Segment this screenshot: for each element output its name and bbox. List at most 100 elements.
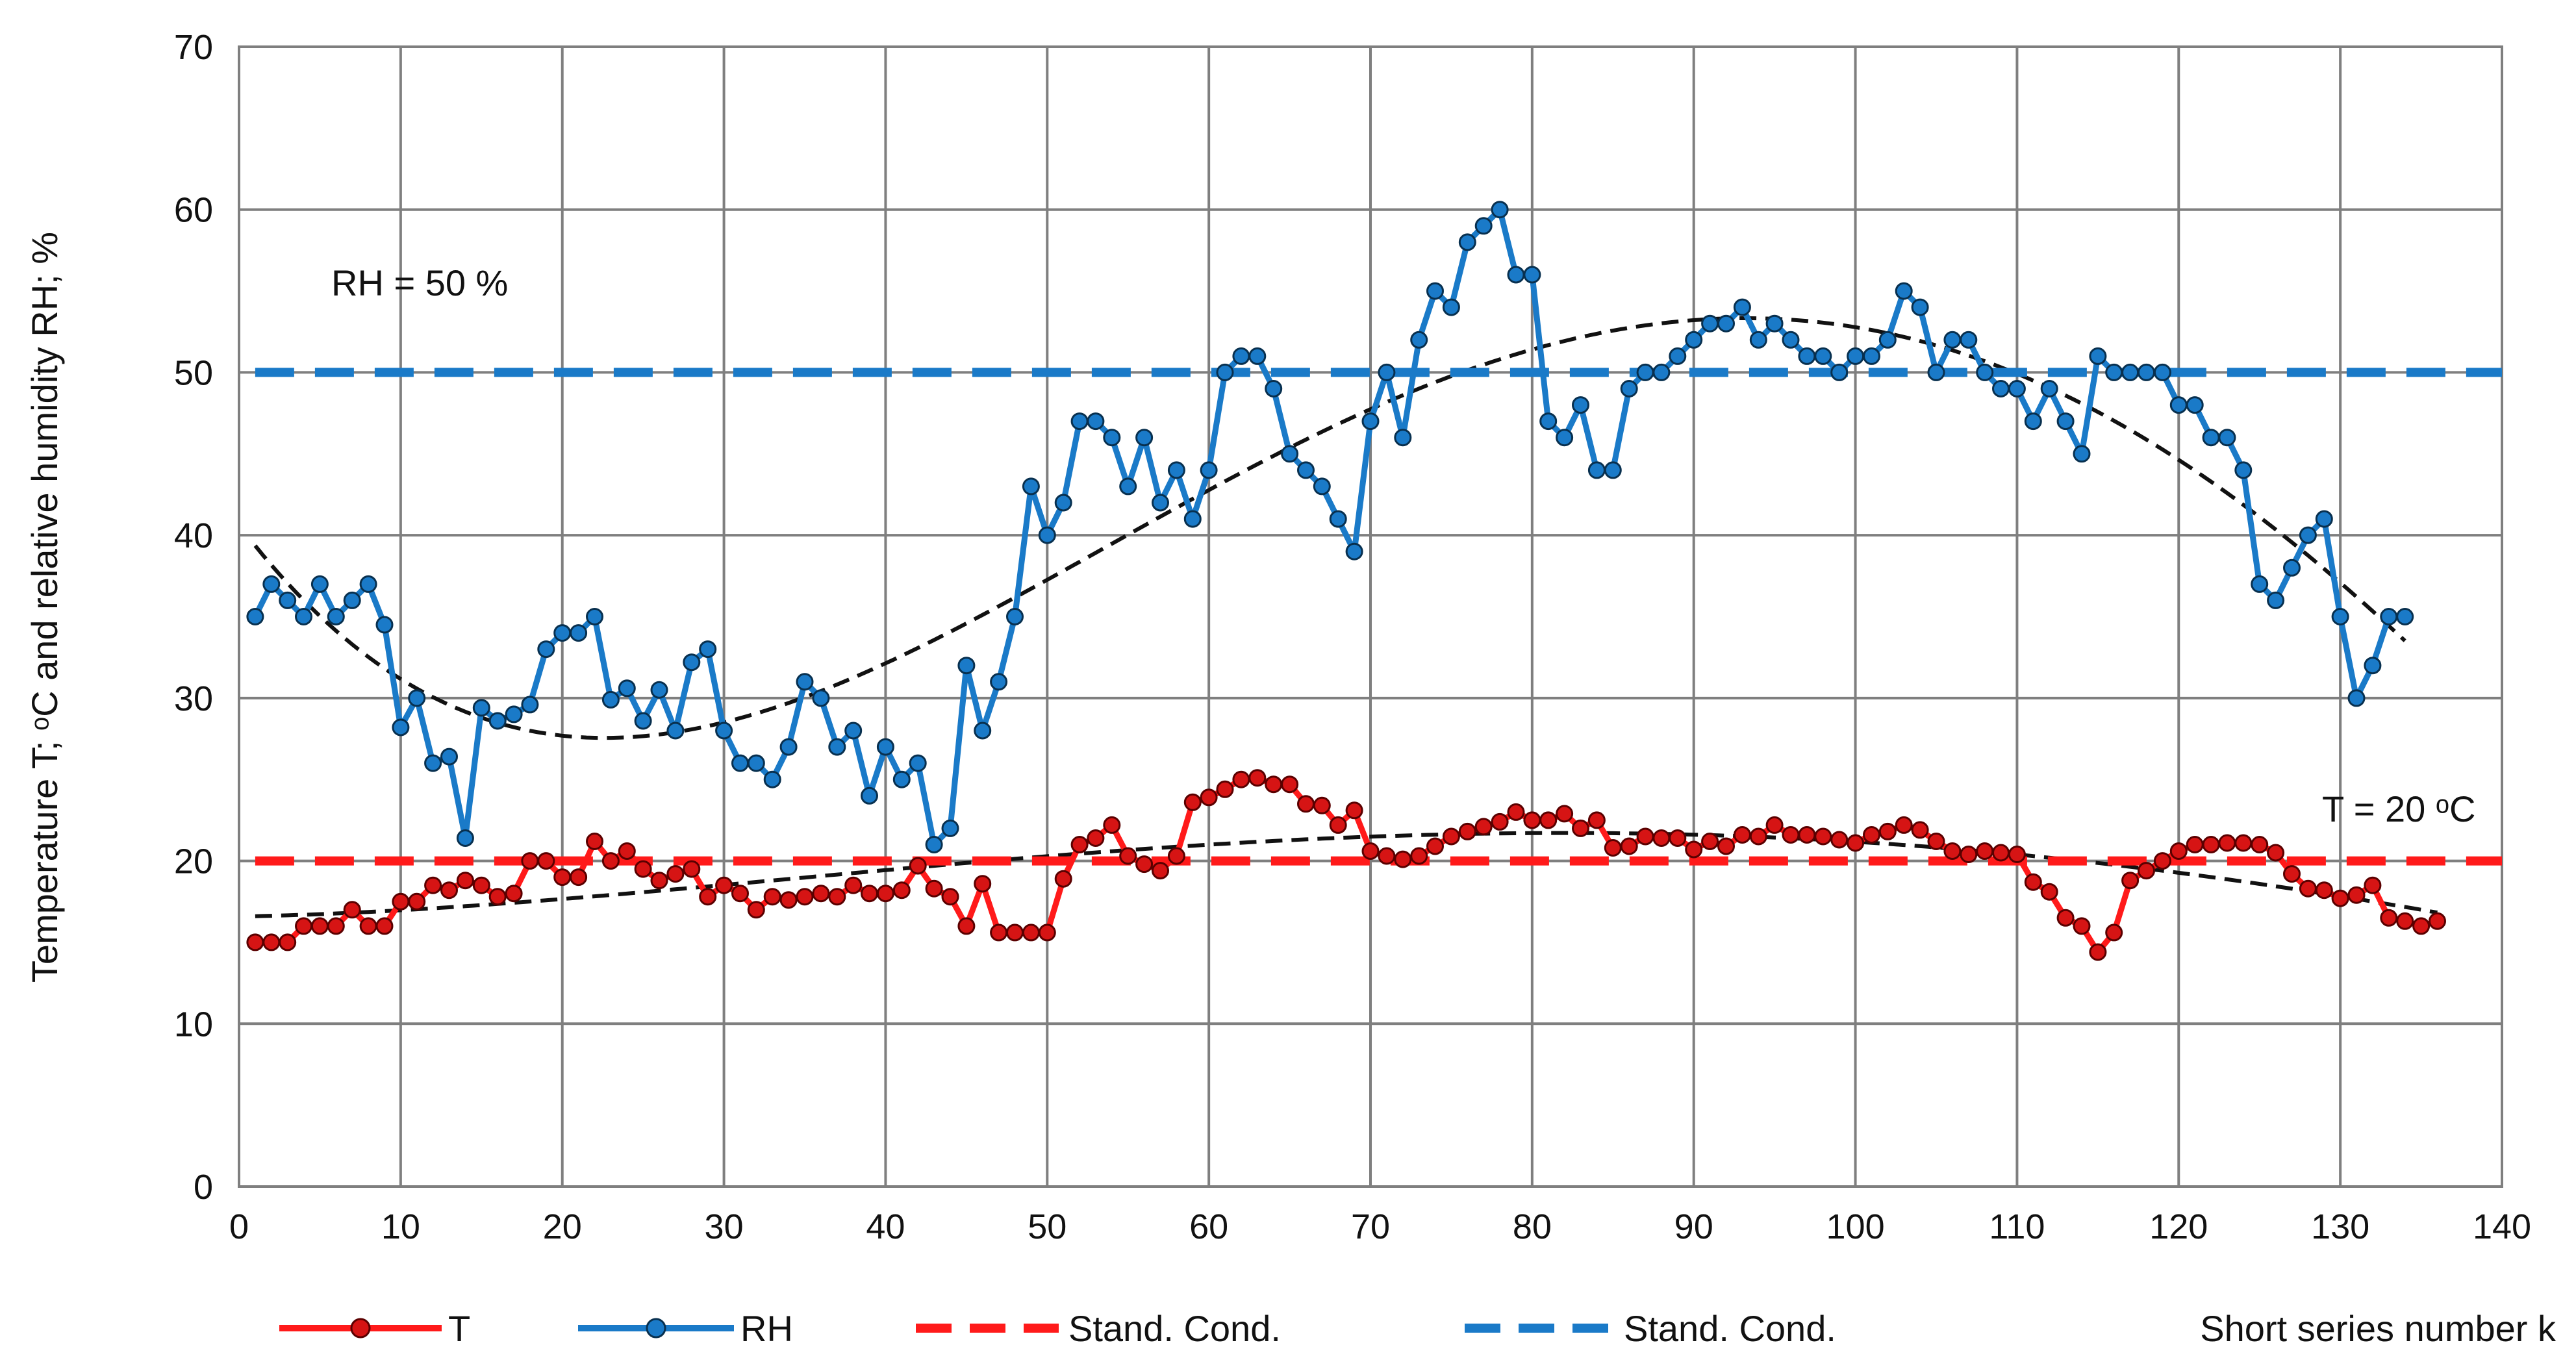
point-rh-105 [1927, 363, 1945, 381]
point-rh-31 [731, 754, 749, 772]
point-rh-106 [1943, 331, 1962, 349]
point-rh-86 [1620, 380, 1638, 397]
legend-item-standard-t: Stand. Cond. [916, 1308, 1281, 1349]
point-rh-124 [2234, 461, 2253, 479]
point-t-104 [1911, 821, 1929, 839]
point-t-114 [2073, 917, 2091, 935]
point-t-117 [2121, 872, 2140, 890]
point-rh-69 [1345, 542, 1363, 560]
point-rh-27 [666, 722, 685, 740]
point-t-54 [1103, 816, 1121, 834]
point-t-37 [828, 888, 846, 906]
x-tick-label-110: 110 [1989, 1207, 2045, 1246]
point-rh-100 [1847, 347, 1865, 365]
point-rh-48 [1006, 608, 1024, 625]
point-rh-43 [925, 836, 943, 853]
point-rh-37 [828, 738, 846, 756]
point-t-124 [2234, 834, 2253, 852]
point-t-7 [343, 901, 361, 919]
point-rh-60 [1200, 461, 1218, 479]
point-rh-54 [1103, 429, 1121, 447]
point-t-128 [2299, 879, 2317, 898]
point-t-43 [925, 879, 943, 898]
point-rh-14 [456, 829, 474, 847]
point-rh-122 [2202, 429, 2220, 447]
point-t-111 [2024, 873, 2042, 891]
point-rh-129 [2315, 510, 2333, 528]
point-t-131 [2347, 886, 2366, 904]
point-rh-33 [763, 770, 781, 788]
point-rh-57 [1152, 494, 1169, 512]
x-tick-label-60: 60 [1189, 1207, 1228, 1246]
point-t-83 [1572, 819, 1589, 837]
x-axis-title: Short series number k [2200, 1308, 2557, 1349]
point-rh-101 [1863, 347, 1880, 365]
point-rh-44 [941, 819, 959, 837]
point-t-112 [2040, 883, 2058, 901]
point-rh-79 [1507, 266, 1525, 284]
point-rh-88 [1652, 363, 1671, 381]
point-t-5 [310, 917, 329, 935]
point-t-97 [1798, 826, 1816, 844]
point-t-11 [408, 892, 426, 911]
point-rh-132 [2364, 657, 2382, 675]
point-t-45 [957, 917, 976, 935]
point-t-88 [1652, 829, 1671, 847]
point-t-102 [1878, 822, 1897, 840]
point-t-9 [375, 917, 394, 935]
point-rh-39 [861, 786, 878, 805]
legend-item-standard-rh: Stand. Cond. [1465, 1308, 1836, 1349]
point-rh-91 [1701, 314, 1719, 333]
point-t-34 [779, 891, 798, 909]
series-rh [246, 201, 2414, 853]
point-rh-56 [1135, 429, 1154, 447]
point-t-91 [1701, 833, 1719, 850]
point-t-93 [1733, 826, 1751, 844]
point-rh-131 [2347, 689, 2366, 707]
point-t-8 [359, 917, 377, 935]
x-tick-label-90: 90 [1674, 1207, 1713, 1246]
point-t-28 [683, 860, 701, 878]
point-rh-126 [2267, 591, 2285, 609]
point-rh-134 [2396, 608, 2414, 625]
point-t-113 [2056, 909, 2075, 927]
point-rh-73 [1410, 331, 1428, 349]
point-t-99 [1830, 831, 1849, 849]
series-line-rh [252, 207, 2405, 848]
point-rh-17 [505, 705, 523, 723]
point-rh-2 [262, 575, 281, 593]
point-t-103 [1895, 816, 1913, 834]
point-rh-115 [2089, 347, 2107, 365]
x-tick-label-140: 140 [2473, 1207, 2531, 1246]
legend-label-t: T [448, 1308, 470, 1349]
point-rh-82 [1556, 429, 1574, 447]
point-rh-95 [1765, 314, 1784, 333]
point-rh-68 [1329, 510, 1347, 528]
y-axis-title: Temperature T; ᵒC and relative humidity … [24, 232, 65, 983]
x-tick-label-10: 10 [381, 1207, 420, 1246]
point-t-1 [246, 933, 264, 951]
point-rh-42 [909, 754, 927, 772]
point-rh-24 [618, 679, 636, 698]
point-t-135 [2412, 917, 2431, 935]
point-rh-7 [343, 591, 361, 609]
plot-frame [238, 45, 2503, 1188]
x-tick-label-100: 100 [1826, 1207, 1885, 1246]
point-t-80 [1523, 811, 1541, 829]
point-t-20 [553, 868, 572, 887]
point-rh-35 [796, 673, 814, 691]
point-rh-113 [2056, 412, 2075, 431]
point-t-24 [618, 842, 636, 860]
point-t-69 [1345, 801, 1363, 820]
point-t-32 [747, 901, 765, 919]
point-rh-72 [1394, 429, 1412, 447]
point-t-89 [1669, 829, 1687, 847]
point-rh-10 [392, 718, 410, 736]
point-t-105 [1927, 833, 1945, 850]
point-t-3 [279, 933, 297, 951]
point-t-95 [1765, 816, 1784, 834]
point-rh-114 [2073, 445, 2091, 463]
series-line-t [255, 775, 2438, 955]
point-rh-20 [553, 624, 572, 642]
point-t-87 [1636, 827, 1654, 846]
